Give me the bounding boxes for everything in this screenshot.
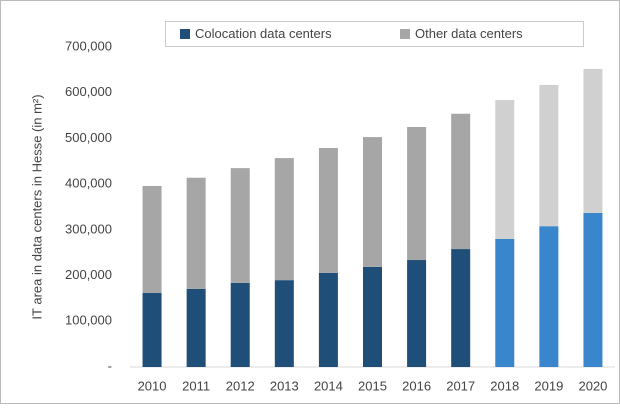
y-tick-label: 200,000 — [65, 267, 112, 282]
legend-label: Colocation data centers — [195, 26, 332, 41]
x-tick-label: 2016 — [402, 378, 431, 393]
bar-segment — [186, 288, 206, 367]
bar-segment — [495, 100, 515, 240]
bar-segment — [318, 272, 338, 367]
y-tick-label: 100,000 — [65, 313, 112, 328]
x-tick-label: 2017 — [446, 378, 475, 393]
legend-swatch — [180, 29, 190, 39]
bar-segment — [539, 84, 559, 227]
y-tick-label: 700,000 — [65, 38, 112, 53]
y-tick-label: 300,000 — [65, 221, 112, 236]
bar-segment — [230, 282, 250, 367]
x-tick-label: 2010 — [138, 378, 167, 393]
bar-segment — [318, 148, 338, 273]
legend-label: Other data centers — [415, 26, 523, 41]
y-tick-label: 500,000 — [65, 130, 112, 145]
bar-segment — [451, 249, 471, 367]
y-tick-label: 600,000 — [65, 84, 112, 99]
x-tick-label: 2020 — [578, 378, 607, 393]
bar-segment — [583, 212, 603, 367]
y-tick-label: - — [108, 358, 112, 373]
bar-segment — [451, 113, 471, 250]
bar-segment — [142, 185, 162, 293]
x-tick-label: 2015 — [358, 378, 387, 393]
bar-segment — [583, 68, 603, 213]
bar-segment — [407, 127, 427, 261]
x-tick-label: 2013 — [270, 378, 299, 393]
bar-segment — [407, 260, 427, 367]
x-tick-label: 2012 — [226, 378, 255, 393]
x-tick-label: 2014 — [314, 378, 343, 393]
x-tick-label: 2018 — [490, 378, 519, 393]
bar-segment — [230, 168, 250, 283]
bar-segment — [274, 280, 294, 367]
y-tick-label: 400,000 — [65, 176, 112, 191]
bar-segment — [186, 177, 206, 289]
bar-segment — [539, 226, 559, 367]
legend-box — [165, 21, 584, 47]
bar-segment — [142, 292, 162, 367]
bar-segment — [363, 266, 382, 367]
x-tick-label: 2019 — [534, 378, 563, 393]
legend-swatch — [400, 29, 410, 39]
y-axis-label: IT area in data centers in Hesse (in m²) — [29, 94, 44, 319]
bar-segment — [274, 158, 294, 281]
bar-segment — [363, 137, 382, 267]
bar-segment — [495, 239, 515, 367]
x-tick-label: 2011 — [182, 378, 210, 393]
